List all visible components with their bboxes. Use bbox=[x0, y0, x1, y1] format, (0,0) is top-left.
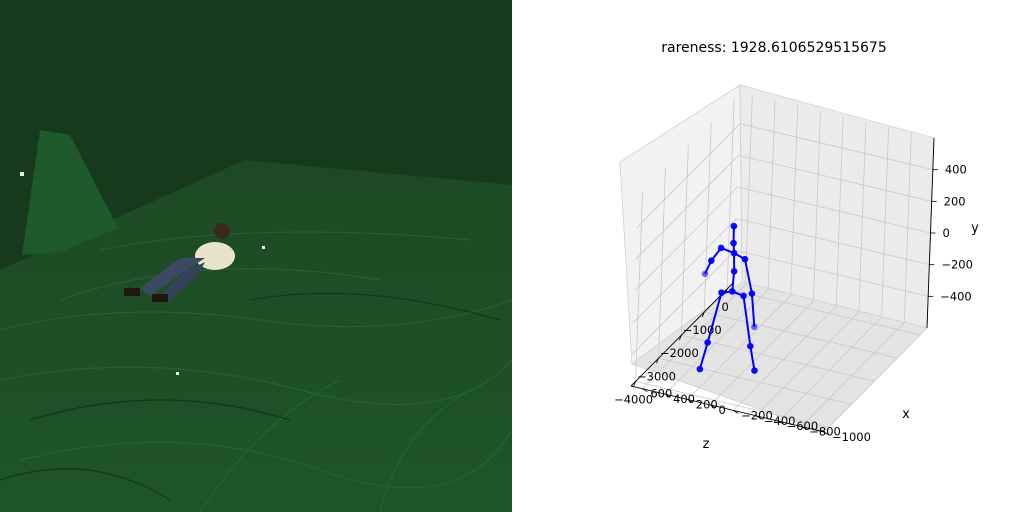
x-tick-label: 0 bbox=[718, 403, 725, 417]
left-grid-y bbox=[634, 186, 738, 292]
x-tick-label: −1000 bbox=[832, 430, 871, 444]
cloth-wrinkles bbox=[0, 231, 512, 512]
z-tick-label: −4000 bbox=[614, 392, 653, 406]
back-grid-y bbox=[737, 186, 931, 234]
skeleton-joint bbox=[728, 288, 736, 295]
z-tick-mark bbox=[701, 311, 705, 318]
back-grid-y bbox=[739, 123, 933, 171]
floor-grid-z bbox=[681, 334, 875, 382]
pane-walls bbox=[619, 84, 935, 433]
floor-grid-z bbox=[658, 357, 852, 405]
x-axis-line bbox=[630, 385, 825, 433]
x-tick-label: 400 bbox=[673, 392, 695, 406]
skeleton-3d-plot: rareness: 1928.6106529515675 −4000−3000−… bbox=[614, 40, 979, 452]
x-tick-label: −400 bbox=[764, 414, 796, 428]
left-grid-y bbox=[633, 218, 737, 323]
x-axis-label: x bbox=[902, 407, 910, 422]
floor-grid-z bbox=[635, 380, 829, 428]
skeleton-joint bbox=[740, 292, 747, 300]
x-tick-mark bbox=[642, 388, 648, 393]
skeleton-joint bbox=[730, 239, 737, 247]
skeleton-joint bbox=[730, 249, 738, 257]
z-tick-label: 0 bbox=[721, 300, 728, 314]
floor-grid-z bbox=[704, 311, 898, 359]
left-grid-y bbox=[636, 123, 741, 228]
x-tick-mark bbox=[778, 420, 784, 425]
skeleton-joint bbox=[748, 290, 756, 297]
x-tick-mark bbox=[732, 410, 739, 414]
skeleton-bone bbox=[731, 271, 736, 292]
skeleton-joint bbox=[730, 222, 738, 230]
skeleton-joint bbox=[751, 367, 758, 374]
back-grid-y bbox=[736, 218, 930, 266]
z-tick-mark bbox=[633, 381, 636, 387]
y-tick-label: 400 bbox=[945, 163, 967, 177]
x-tick-mark bbox=[823, 431, 830, 436]
back-wall bbox=[240, 0, 512, 185]
skeleton-bone bbox=[698, 342, 709, 370]
skeleton-joint bbox=[708, 257, 715, 264]
z-axis-line bbox=[630, 281, 735, 387]
floor-grid-x bbox=[732, 306, 837, 411]
z-tick-label: −1000 bbox=[683, 323, 722, 337]
floor-grid-x bbox=[642, 284, 746, 389]
x-tick-mark bbox=[801, 426, 807, 430]
x-tick-mark bbox=[687, 399, 693, 403]
y-tick-label: −400 bbox=[940, 289, 972, 303]
left-grid-y bbox=[635, 155, 739, 260]
back-grid-y bbox=[738, 154, 932, 202]
green-screen-photo bbox=[0, 0, 512, 512]
skeleton-bone bbox=[742, 295, 752, 347]
skeleton-joint bbox=[730, 267, 738, 275]
y-tick-label: 200 bbox=[944, 194, 966, 208]
skeleton-joint bbox=[751, 323, 758, 331]
x-tick-label: −800 bbox=[809, 425, 841, 439]
x-tick-label: −600 bbox=[787, 419, 819, 433]
skeleton-bone bbox=[743, 258, 753, 294]
floor-grid-x bbox=[755, 311, 860, 417]
y-axis-label: y bbox=[971, 221, 979, 236]
chart-title: rareness: 1928.6106529515675 bbox=[661, 40, 887, 56]
hanging-cloth bbox=[22, 130, 118, 255]
floor-grid-x bbox=[801, 322, 905, 427]
z-tick-mark bbox=[678, 335, 682, 341]
x-tick-label: 600 bbox=[650, 387, 672, 401]
x-tick-mark bbox=[755, 415, 762, 420]
z-tick-mark bbox=[656, 358, 659, 364]
floor-cloth bbox=[0, 160, 512, 512]
x-tick-mark bbox=[710, 404, 716, 409]
y-tick-label: −200 bbox=[941, 258, 973, 272]
skeleton-bone bbox=[750, 293, 756, 328]
z-tick-label: −3000 bbox=[637, 369, 676, 383]
skeleton-bone bbox=[749, 346, 756, 371]
floor-grid-x bbox=[823, 327, 928, 433]
floor-grid-x bbox=[687, 295, 792, 400]
skeleton-joint bbox=[741, 255, 749, 263]
skeleton-joint bbox=[747, 342, 754, 350]
x-tick-mark bbox=[664, 393, 671, 398]
z-axis-label: z bbox=[703, 437, 710, 452]
person-lying bbox=[124, 223, 235, 302]
back-grid-y bbox=[735, 249, 929, 297]
skeleton-joint bbox=[696, 365, 704, 373]
skeleton-joints bbox=[696, 222, 758, 374]
floor-grid-x bbox=[778, 316, 882, 422]
floor-grid-z bbox=[727, 288, 921, 336]
skeleton-joint bbox=[704, 339, 711, 346]
y-tick-label: 0 bbox=[943, 226, 950, 240]
floor-grid-x bbox=[664, 289, 769, 395]
x-tick-label: 200 bbox=[696, 398, 718, 412]
z-tick-label: −2000 bbox=[660, 346, 699, 360]
skeleton-joint bbox=[718, 289, 725, 296]
x-tick-label: −200 bbox=[741, 408, 773, 422]
left-grid-y bbox=[631, 250, 736, 355]
skeleton-bone bbox=[706, 292, 723, 343]
skeleton-joint bbox=[717, 244, 725, 252]
skeleton-joint bbox=[701, 270, 709, 278]
floor-grid-x bbox=[710, 300, 814, 406]
